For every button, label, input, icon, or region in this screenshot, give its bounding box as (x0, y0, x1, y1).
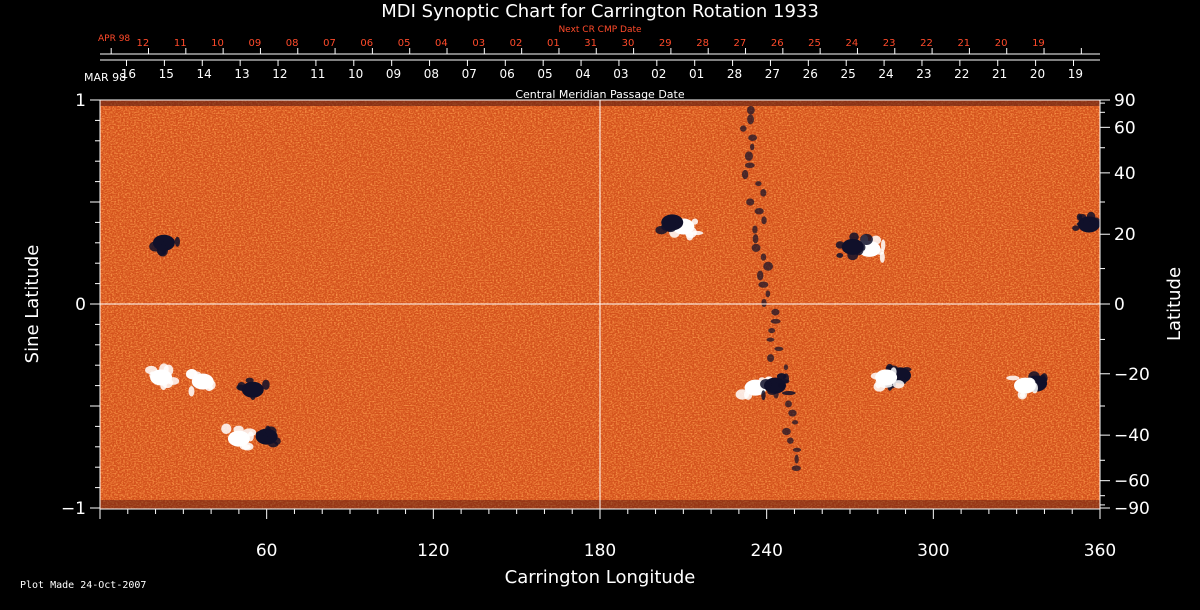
top-tick-label: 08 (424, 67, 439, 81)
x-tick-label: 240 (750, 541, 782, 561)
y-tick-label-left: 0 (75, 295, 86, 315)
top-tick-label-red: 28 (696, 38, 709, 49)
top-tick-label-red: 09 (248, 38, 261, 49)
right-axis: 90 60 40 20 0 −20 −40 −60 −90 (1100, 91, 1150, 519)
x-tick-label: 360 (1084, 541, 1116, 561)
active-region-positive (870, 367, 905, 392)
active-region-positive (1006, 375, 1038, 400)
top-tick-label-red: 21 (957, 38, 970, 49)
top-tick-label-red: 24 (845, 38, 858, 49)
top-tick-label-red: 19 (1032, 38, 1045, 49)
top-tick-label-red: 26 (771, 38, 784, 49)
top-tick-label-red: 07 (323, 38, 336, 49)
y-tick-label-right: 90 (1114, 91, 1136, 111)
top-tick-label-red: 23 (883, 38, 896, 49)
top-tick-label-red: 03 (472, 38, 485, 49)
top-tick-label: 24 (878, 67, 893, 81)
active-region-positive (221, 423, 257, 451)
top-tick-label-red: 04 (435, 38, 448, 49)
x-tick-label: 180 (584, 541, 616, 561)
top-tick-label-red: 31 (584, 38, 597, 49)
top-tick-label: 28 (727, 67, 742, 81)
top-tick-label-red: 25 (808, 38, 821, 49)
active-region-negative (149, 234, 180, 257)
top-tick-label: 13 (234, 67, 249, 81)
y-tick-label-right: 0 (1114, 295, 1125, 315)
top-tick-label-red: 11 (174, 38, 187, 49)
top-tick-label-red: 20 (995, 38, 1008, 49)
top-tick-label: 21 (992, 67, 1007, 81)
top-tick-label-red: 08 (286, 38, 299, 49)
plot-made-note: Plot Made 24-Oct-2007 (20, 580, 147, 591)
top-axis-next-cr-title: Next CR CMP Date (558, 25, 642, 35)
top-tick-label: 22 (954, 67, 969, 81)
active-region-negative (835, 232, 873, 261)
top-tick-label: 02 (651, 67, 666, 81)
top-tick-label: 15 (159, 67, 174, 81)
y-tick-label-right: 60 (1114, 118, 1136, 138)
top-tick-label: 14 (197, 67, 212, 81)
left-axis: 1 0 −1 (61, 91, 100, 519)
top-tick-label: 07 (462, 67, 477, 81)
top-tick-label-red: 02 (510, 38, 523, 49)
active-regions (145, 105, 1100, 472)
y-tick-label-right: −60 (1114, 472, 1150, 492)
top-tick-label: 10 (348, 67, 363, 81)
x-axis-label: Carrington Longitude (505, 567, 696, 588)
top-tick-label-red: 10 (211, 38, 224, 49)
top-tick-label: 25 (840, 67, 855, 81)
top-tick-label-red: 29 (659, 38, 672, 49)
active-region-positive (185, 368, 216, 397)
top-tick-label-red: 22 (920, 38, 933, 49)
top-tick-label: 11 (310, 67, 325, 81)
top-tick-label-red: 05 (398, 38, 411, 49)
x-tick-label: 120 (417, 541, 449, 561)
active-region-positive (669, 218, 704, 241)
top-tick-label: 04 (575, 67, 590, 81)
active-region-negative (255, 425, 281, 448)
top-tick-label: 23 (916, 67, 931, 81)
active-band (740, 105, 802, 472)
top-tick-label-red: 01 (547, 38, 560, 49)
y-tick-label-right: −90 (1114, 499, 1150, 519)
top-tick-label: 09 (386, 67, 401, 81)
y-axis-label-left: Sine Latitude (22, 245, 43, 364)
y-tick-label-right: 20 (1114, 225, 1136, 245)
top-tick-label: 12 (272, 67, 287, 81)
top-tick-label: 27 (765, 67, 780, 81)
y-tick-label-left: 1 (75, 91, 86, 111)
bottom-axis: 60 120 180 240 300 360 (99, 509, 1116, 561)
y-tick-label-left: −1 (61, 499, 86, 519)
chart-title: MDI Synoptic Chart for Carrington Rotati… (381, 1, 819, 22)
top-tick-label-red: 27 (734, 38, 747, 49)
top-tick-label: 19 (1068, 67, 1083, 81)
top-tick-label: 05 (537, 67, 552, 81)
x-tick-label: 300 (917, 541, 949, 561)
x-tick-label: 60 (256, 541, 278, 561)
top-axis-next-cr: Next CR CMP Date APR 98 12 11 10 09 08 07 06 05… (98, 25, 1100, 55)
active-region-positive (145, 363, 180, 391)
top-axis-cmp-start: MAR 98 (84, 71, 126, 84)
top-tick-label: 20 (1030, 67, 1045, 81)
top-tick-label: 01 (689, 67, 704, 81)
top-tick-label: 16 (121, 67, 136, 81)
top-axis-cmp: MAR 98 16 15 14 13 12 11 10 09 08 07 06 05 04 03 02 01 2… (84, 59, 1100, 101)
y-tick-label-right: −20 (1114, 365, 1150, 385)
y-tick-label-right: −40 (1114, 426, 1150, 446)
active-region-negative (1072, 211, 1100, 233)
top-axis-cmp-title: Central Meridian Passage Date (515, 88, 684, 101)
top-tick-label: 06 (500, 67, 515, 81)
top-tick-label: 26 (803, 67, 818, 81)
top-tick-label: 03 (613, 67, 628, 81)
top-axis-next-cr-start: APR 98 (98, 34, 130, 44)
top-tick-label-red: 06 (360, 38, 373, 49)
active-region-negative (655, 214, 684, 235)
top-tick-label-red: 30 (622, 38, 635, 49)
y-axis-label-right: Latitude (1164, 267, 1185, 341)
top-tick-label-red: 12 (137, 38, 150, 49)
y-tick-label-right: 40 (1114, 164, 1136, 184)
active-region-negative (236, 377, 270, 400)
